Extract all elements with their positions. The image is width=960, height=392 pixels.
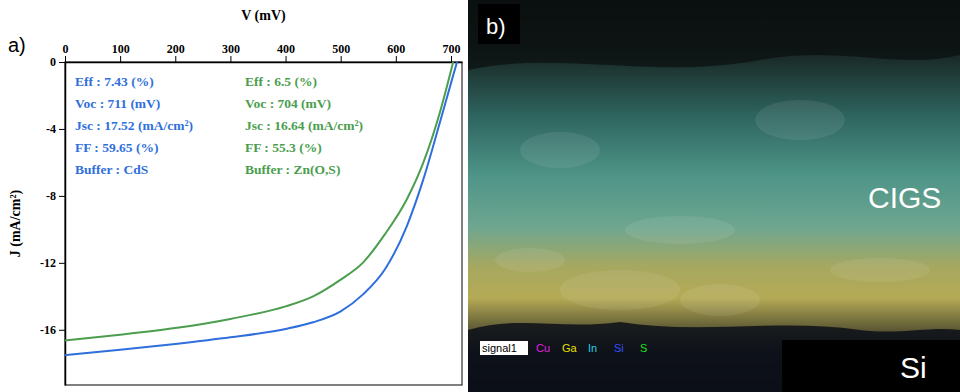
texture <box>680 284 760 316</box>
texture <box>495 248 565 272</box>
panel-label: a) <box>8 34 26 56</box>
x-tick-label: 400 <box>277 42 295 56</box>
x-tick-label: 500 <box>332 42 350 56</box>
legend-swatch <box>480 341 528 355</box>
plot-frame <box>65 62 462 385</box>
sem-panel: b) CIGS Si signal1 Cu Ga In Si S <box>468 0 960 392</box>
y-tick-label: -12 <box>40 256 56 270</box>
texture <box>468 322 960 392</box>
annotation: Buffer : Zn(O,S) <box>245 162 340 177</box>
layer-label: Si <box>900 351 927 384</box>
x-tick-label: 0 <box>63 42 69 56</box>
texture <box>625 216 735 244</box>
x-tick-label: 300 <box>222 42 240 56</box>
x-tick-label: 100 <box>112 42 130 56</box>
legend-entry: In <box>588 342 597 354</box>
x-tick: 600 <box>387 42 405 62</box>
x-tick-mark <box>396 56 397 62</box>
annotation: Voc : 704 (mV) <box>245 96 331 111</box>
annotation: Buffer : CdS <box>75 162 148 177</box>
x-tick-mark <box>230 56 231 62</box>
y-tick: -4 <box>46 122 65 136</box>
annotation: Voc : 711 (mV) <box>75 96 160 111</box>
sem-image <box>468 0 960 392</box>
x-tick-label: 600 <box>387 42 405 56</box>
texture <box>468 0 960 70</box>
annotation: Jsc : 17.52 (mA/cm²) <box>75 118 193 133</box>
x-tick-mark <box>175 56 176 62</box>
x-tick: 200 <box>167 42 185 62</box>
x-tick-mark <box>120 56 121 62</box>
label-box <box>478 4 520 44</box>
y-tick-label: -16 <box>40 323 56 337</box>
legend-entry: S <box>640 342 647 354</box>
texture <box>520 132 600 168</box>
legend-entry: Cu <box>536 342 550 354</box>
x-tick-mark <box>451 56 452 62</box>
y-tick-label: 0 <box>50 55 56 69</box>
y-tick-label: -8 <box>46 189 56 203</box>
lines <box>65 62 457 355</box>
x-tick: 100 <box>112 42 130 62</box>
y-tick: 0 <box>50 55 65 69</box>
x-tick-mark <box>65 56 66 62</box>
annotation: Eff : 6.5 (%) <box>245 74 317 89</box>
texture <box>755 100 845 140</box>
legend-entry: Si <box>614 342 624 354</box>
panel-label: b) <box>486 14 506 39</box>
jv-curve <box>65 62 457 355</box>
legend-entry: Ga <box>562 342 578 354</box>
annotation: FF : 59.65 (%) <box>75 140 158 155</box>
y-tick-mark <box>59 62 65 63</box>
layer-label: CIGS <box>868 181 941 214</box>
y-tick-mark <box>59 196 65 197</box>
jv-curve <box>65 62 453 340</box>
x-axis-title: V (mV) <box>241 8 286 24</box>
annotation: Jsc : 16.64 (mA/cm²) <box>245 118 363 133</box>
x-tick: 700 <box>442 42 460 62</box>
y-tick-mark <box>59 263 65 264</box>
y-axis-title: J (mA/cm²) <box>8 189 24 257</box>
annotation: FF : 55.3 (%) <box>245 140 322 155</box>
x-axis: 0 100 200 300 400 500 600 700 <box>63 42 463 63</box>
y-tick-mark <box>59 129 65 130</box>
x-tick-label: 700 <box>442 42 460 56</box>
texture <box>560 270 680 310</box>
y-tick: -16 <box>40 323 65 337</box>
y-tick: -8 <box>46 189 65 203</box>
y-axis: 0 -4 -8 -12 -16 <box>40 55 66 385</box>
x-tick: 300 <box>222 42 240 62</box>
label-box <box>782 340 960 392</box>
x-axis-line <box>66 62 463 64</box>
y-axis-line <box>65 63 67 386</box>
figure: a) 0 100 200 300 400 500 600 700 0 -4 -8 -12 -16 V (mV… <box>0 0 960 392</box>
x-tick-label: 200 <box>167 42 185 56</box>
x-tick-mark <box>341 56 342 62</box>
y-tick: -12 <box>40 256 65 270</box>
y-tick-mark <box>59 330 65 331</box>
x-tick: 500 <box>332 42 350 62</box>
x-tick: 0 <box>63 42 69 62</box>
annotation: Eff : 7.43 (%) <box>75 74 154 89</box>
x-tick-mark <box>286 56 287 62</box>
y-tick-label: -4 <box>46 122 56 136</box>
x-tick: 400 <box>277 42 295 62</box>
texture <box>830 258 930 282</box>
legend-entry: signal1 <box>482 342 517 354</box>
